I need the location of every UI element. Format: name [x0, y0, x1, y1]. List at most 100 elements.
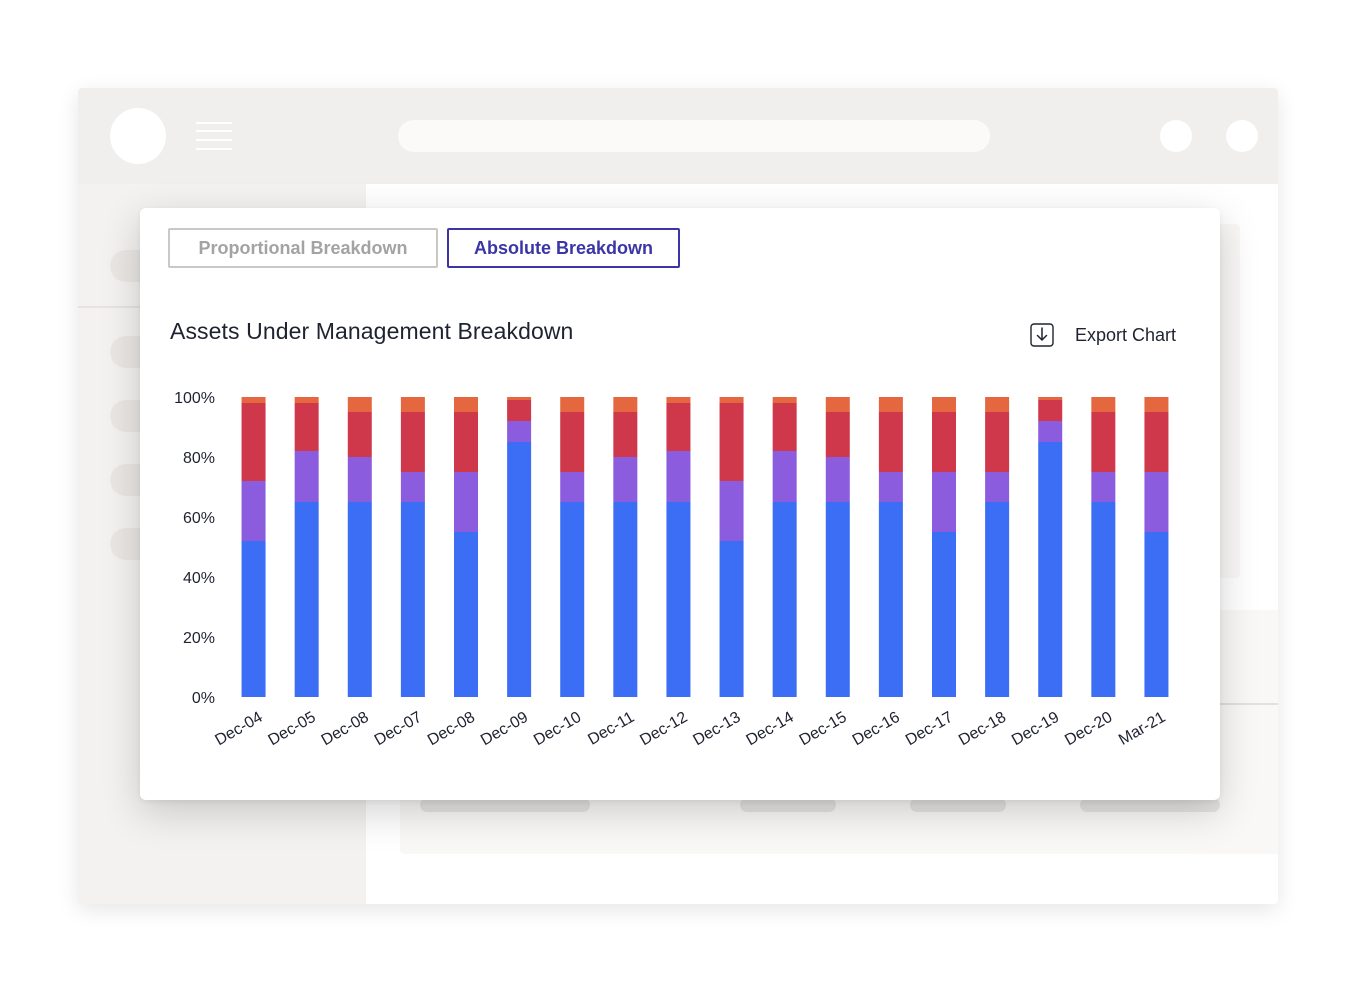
bar-segment-2[interactable] [1038, 421, 1063, 442]
bar-segment-4[interactable] [878, 397, 903, 412]
header-action-button[interactable] [1160, 120, 1192, 152]
bar-segment-3[interactable] [507, 400, 532, 421]
bar-segment-3[interactable] [613, 412, 638, 457]
x-tick-label: Dec-17 [903, 709, 956, 750]
bar-segment-3[interactable] [294, 403, 319, 451]
hamburger-menu-icon[interactable] [196, 121, 232, 151]
bar-segment-1[interactable] [347, 502, 372, 697]
x-tick-label: Dec-09 [478, 709, 531, 750]
bar-segment-4[interactable] [454, 397, 478, 412]
bar-segment-4[interactable] [825, 397, 850, 412]
bar-segment-1[interactable] [985, 502, 1010, 697]
bar-segment-2[interactable] [985, 472, 1010, 502]
bar-segment-3[interactable] [878, 412, 903, 472]
bar-segment-4[interactable] [666, 397, 691, 403]
bar-segment-2[interactable] [878, 472, 903, 502]
bar-segment-2[interactable] [719, 481, 744, 541]
bar-segment-2[interactable] [1144, 472, 1169, 532]
bar-segment-3[interactable] [666, 403, 691, 451]
bar-segment-1[interactable] [666, 502, 691, 697]
bar-segment-2[interactable] [1091, 472, 1116, 502]
x-tick-label: Dec-08 [319, 709, 372, 750]
bar-segment-1[interactable] [454, 532, 478, 697]
bar-segment-3[interactable] [985, 412, 1010, 472]
bar-segment-2[interactable] [294, 451, 319, 502]
bar-segment-4[interactable] [985, 397, 1010, 412]
y-tick-label: 100% [174, 390, 215, 407]
bar-segment-2[interactable] [560, 472, 585, 502]
export-chart-button[interactable]: Export Chart [1030, 322, 1176, 348]
export-chart-label: Export Chart [1075, 324, 1177, 345]
bar-segment-4[interactable] [294, 397, 319, 403]
bar-segment-1[interactable] [1144, 532, 1169, 697]
bar-segment-1[interactable] [825, 502, 850, 697]
bar-segment-2[interactable] [347, 457, 372, 502]
bar-segment-4[interactable] [1144, 397, 1169, 412]
bar-segment-3[interactable] [560, 412, 585, 472]
bar-segment-3[interactable] [825, 412, 850, 457]
y-tick-label: 80% [183, 450, 215, 467]
bar-segment-3[interactable] [1091, 412, 1116, 472]
bar-segment-4[interactable] [1091, 397, 1116, 412]
stacked-bar-chart: 0%20%40%60%80%100%Dec-04 Dec-05 Dec-08 Dec-… [174, 390, 1169, 750]
x-tick-label: Dec-10 [531, 709, 584, 750]
bar-segment-1[interactable] [294, 502, 319, 697]
bar-segment-4[interactable] [772, 397, 797, 403]
bar-segment-3[interactable] [241, 403, 266, 481]
bar-segment-4[interactable] [507, 397, 532, 400]
bar-segment-4[interactable] [400, 397, 425, 412]
bar-segment-1[interactable] [1038, 442, 1063, 697]
bar-segment-2[interactable] [666, 451, 691, 502]
bar-segment-4[interactable] [560, 397, 585, 412]
x-tick-label: Dec-18 [956, 709, 1009, 750]
x-tick-label: Mar-21 [1116, 709, 1168, 749]
bar-segment-4[interactable] [1038, 397, 1063, 400]
bar-segment-4[interactable] [932, 397, 956, 412]
bar-segment-1[interactable] [560, 502, 585, 697]
bar-segment-3[interactable] [1144, 412, 1169, 472]
x-tick-label: Dec-04 [212, 709, 265, 750]
bar-segment-2[interactable] [772, 451, 797, 502]
tab-proportional-breakdown[interactable]: Proportional Breakdown [168, 228, 438, 268]
x-tick-label: Dec-12 [637, 709, 690, 750]
bar-segment-4[interactable] [613, 397, 638, 412]
bar-segment-4[interactable] [719, 397, 744, 403]
y-tick-label: 60% [183, 510, 215, 527]
y-tick-label: 0% [192, 690, 215, 707]
bar-segment-3[interactable] [932, 412, 956, 472]
bar-segment-1[interactable] [613, 502, 638, 697]
x-tick-label: Dec-14 [743, 709, 796, 750]
bar-segment-3[interactable] [1038, 400, 1063, 421]
x-tick-label: Dec-08 [425, 709, 478, 750]
bar-segment-3[interactable] [719, 403, 744, 481]
bar-segment-3[interactable] [347, 412, 372, 457]
background-placeholder [420, 798, 590, 812]
bar-segment-2[interactable] [241, 481, 266, 541]
bar-segment-3[interactable] [772, 403, 797, 451]
bar-segment-1[interactable] [507, 442, 532, 697]
header-profile-button[interactable] [1226, 120, 1258, 152]
x-tick-label: Dec-13 [690, 709, 743, 750]
bar-segment-3[interactable] [400, 412, 425, 472]
bar-segment-4[interactable] [241, 397, 266, 403]
bar-segment-2[interactable] [454, 472, 478, 532]
bar-segment-1[interactable] [1091, 502, 1116, 697]
bar-segment-1[interactable] [400, 502, 425, 697]
background-placeholder [740, 798, 836, 812]
bar-segment-3[interactable] [454, 412, 478, 472]
bar-segment-1[interactable] [719, 541, 744, 697]
bar-segment-1[interactable] [932, 532, 956, 697]
app-search-bar[interactable] [398, 120, 990, 152]
bar-segment-1[interactable] [772, 502, 797, 697]
bar-segment-1[interactable] [878, 502, 903, 697]
tab-absolute-breakdown[interactable]: Absolute Breakdown [447, 228, 680, 268]
bar-segment-2[interactable] [825, 457, 850, 502]
bar-segment-2[interactable] [400, 472, 425, 502]
bar-segment-2[interactable] [507, 421, 532, 442]
x-tick-label: Dec-20 [1062, 709, 1115, 750]
bar-segment-2[interactable] [932, 472, 956, 532]
bar-segment-1[interactable] [241, 541, 266, 697]
x-tick-label: Dec-16 [850, 709, 903, 750]
bar-segment-4[interactable] [347, 397, 372, 412]
bar-segment-2[interactable] [613, 457, 638, 502]
